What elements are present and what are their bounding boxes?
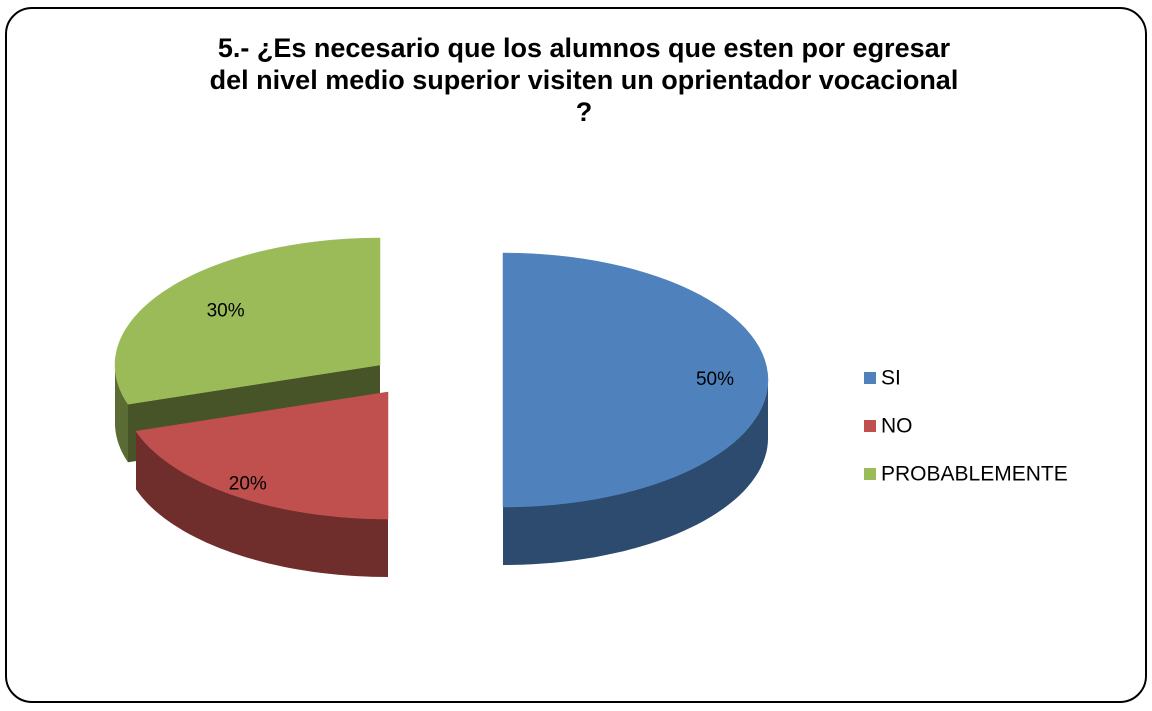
legend-label: SI (881, 367, 901, 390)
chart-title: ? (576, 97, 593, 127)
slice-top (114, 237, 381, 405)
slice-side-shade (503, 380, 768, 565)
legend-swatch (864, 372, 876, 384)
data-label: 50% (696, 369, 734, 390)
slice-side (503, 380, 768, 565)
data-label: 30% (207, 300, 245, 321)
legend-swatch (864, 420, 876, 432)
pie-slice: 50% (502, 252, 769, 565)
slice-side (115, 365, 128, 463)
legend-swatch (864, 468, 876, 480)
slice-side (136, 431, 388, 577)
slice-top (135, 391, 389, 520)
legend-label: PROBABLEMENTE (881, 463, 1068, 486)
pie-slice: 20% (135, 391, 389, 577)
chart-title: 5.- ¿Es necesario que los alumnos que es… (218, 33, 951, 63)
slice-top (502, 252, 769, 508)
legend-label: NO (881, 415, 913, 438)
data-label: 20% (229, 473, 267, 494)
slice-side-shade (115, 365, 128, 463)
slice-side-shade (136, 431, 388, 577)
chart-title: del nivel medio superior visiten un opri… (210, 65, 959, 95)
